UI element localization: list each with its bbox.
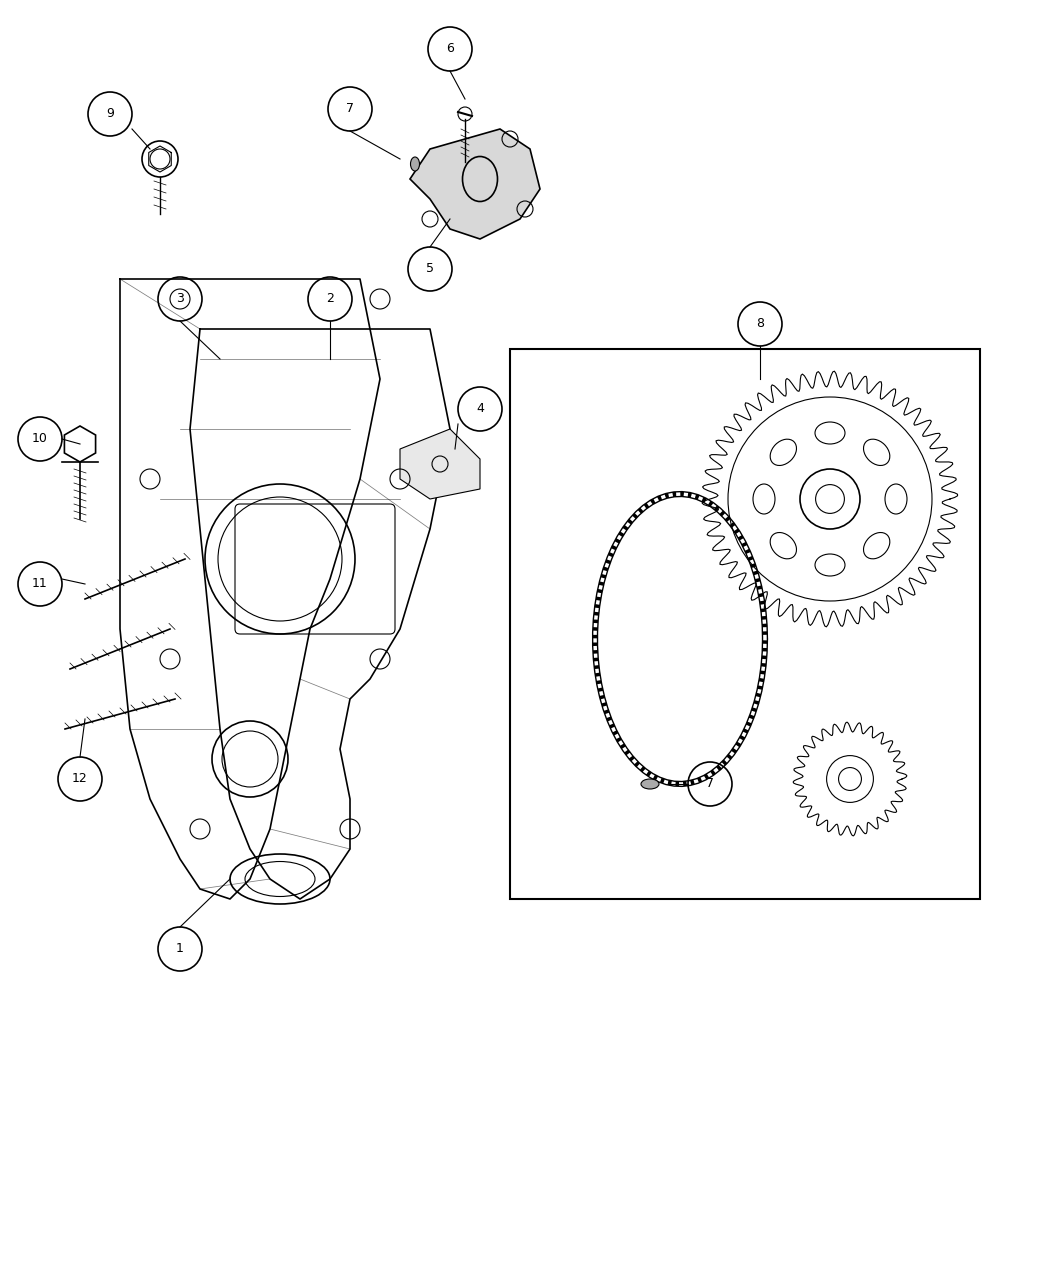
Bar xyxy=(510,349,980,899)
Text: 6: 6 xyxy=(446,42,453,55)
Polygon shape xyxy=(410,129,540,239)
Ellipse shape xyxy=(641,779,659,789)
Text: 12: 12 xyxy=(73,773,88,785)
Text: 3: 3 xyxy=(176,293,184,306)
Text: 1: 1 xyxy=(176,943,184,955)
Polygon shape xyxy=(400,428,480,499)
Text: 2: 2 xyxy=(326,293,333,306)
Text: 10: 10 xyxy=(32,432,48,445)
Text: 8: 8 xyxy=(756,317,764,330)
Ellipse shape xyxy=(410,157,420,171)
Text: 4: 4 xyxy=(477,403,484,416)
Text: 7: 7 xyxy=(706,778,714,790)
Text: 11: 11 xyxy=(33,578,48,591)
Text: 9: 9 xyxy=(106,107,114,120)
Text: 7: 7 xyxy=(346,102,355,115)
Text: 5: 5 xyxy=(426,262,434,275)
